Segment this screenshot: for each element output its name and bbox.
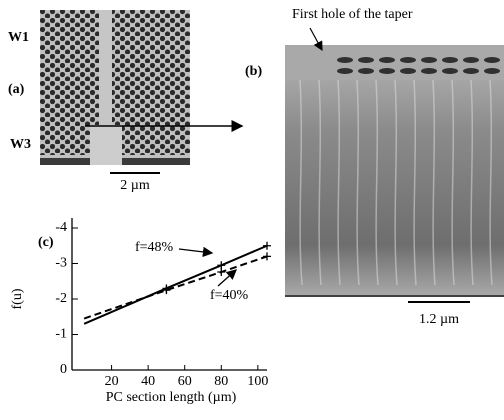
streak bbox=[337, 79, 341, 286]
x-tick-label: 20 bbox=[105, 374, 119, 389]
streak bbox=[394, 79, 398, 286]
streak bbox=[451, 79, 455, 286]
y-tick-label: -1 bbox=[55, 327, 67, 342]
hole bbox=[421, 68, 437, 74]
label-w3: W3 bbox=[10, 137, 31, 152]
streak bbox=[299, 79, 303, 286]
panel-label: (c) bbox=[38, 235, 54, 250]
x-axis-label: PC section length (µm) bbox=[106, 390, 237, 405]
arrow bbox=[309, 27, 323, 52]
chart: -4 -3 -2 -1 0 20 40 60 80 100 PC section length (µ… bbox=[10, 218, 271, 405]
streak bbox=[470, 79, 474, 286]
x-tick-label: 60 bbox=[178, 374, 192, 389]
point-marker bbox=[263, 252, 271, 261]
y-axis-label: f(u) bbox=[10, 288, 25, 309]
y-tick-label: 0 bbox=[60, 362, 67, 377]
streak bbox=[356, 79, 360, 286]
point-marker bbox=[217, 261, 226, 270]
y-tick-label: -3 bbox=[55, 256, 67, 271]
y-tick-label: -2 bbox=[55, 291, 67, 306]
hole bbox=[463, 68, 479, 74]
point-marker bbox=[217, 268, 226, 277]
hole bbox=[358, 68, 374, 74]
streak bbox=[432, 79, 436, 286]
hole bbox=[463, 57, 479, 63]
x-tick-label: 100 bbox=[247, 374, 268, 389]
hole bbox=[337, 68, 353, 74]
series-label: f=48% bbox=[135, 240, 174, 255]
y-tick-label: -4 bbox=[55, 220, 67, 235]
series-label: f=40% bbox=[210, 288, 249, 303]
sem-image-b bbox=[285, 45, 504, 295]
streak bbox=[375, 79, 379, 286]
scale-label: 1.2 µm bbox=[419, 312, 459, 327]
x-tick-label: 80 bbox=[214, 374, 228, 389]
hole bbox=[484, 57, 500, 63]
hole bbox=[337, 57, 353, 63]
hole bbox=[400, 57, 416, 63]
panel-label: (a) bbox=[8, 82, 25, 97]
panel-label: (b) bbox=[245, 64, 262, 79]
label-arrow bbox=[217, 269, 237, 287]
data-line bbox=[83, 255, 268, 320]
streak bbox=[413, 79, 417, 286]
streak bbox=[318, 79, 322, 286]
x-tick-label: 40 bbox=[141, 374, 155, 389]
sem-image-a bbox=[40, 10, 190, 165]
hole bbox=[400, 68, 416, 74]
taper-note: First hole of the taper bbox=[292, 7, 413, 22]
label-arrow bbox=[178, 246, 214, 258]
hole bbox=[442, 68, 458, 74]
streak bbox=[489, 79, 493, 286]
hole bbox=[421, 57, 437, 63]
data-line bbox=[83, 244, 268, 325]
hole bbox=[358, 57, 374, 63]
hole bbox=[379, 57, 395, 63]
scale-label: 2 µm bbox=[120, 178, 150, 193]
hole bbox=[442, 57, 458, 63]
point-marker bbox=[162, 286, 171, 295]
point-marker bbox=[263, 241, 271, 250]
label-w1: W1 bbox=[8, 30, 29, 45]
hole bbox=[484, 68, 500, 74]
hole bbox=[379, 68, 395, 74]
